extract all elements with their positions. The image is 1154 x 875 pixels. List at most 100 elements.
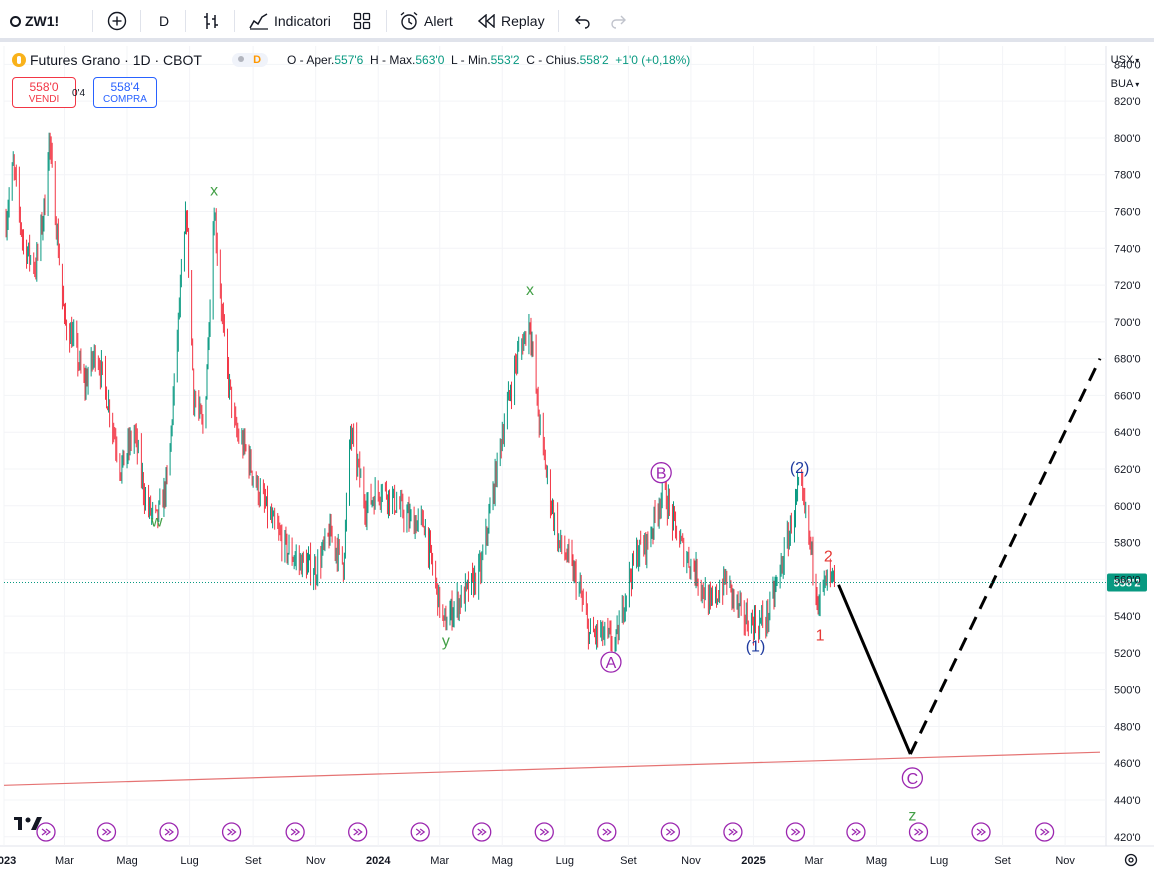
price-tick-label: 740'0 <box>1114 243 1141 255</box>
toolbar-divider <box>92 10 93 32</box>
price-label-bg <box>1107 573 1147 592</box>
time-tick-label: Mar <box>55 855 74 867</box>
legend-title[interactable]: Futures Grano · 1D · CBOT <box>12 52 202 68</box>
symbol-logo-icon <box>12 53 26 67</box>
event-chevron <box>539 828 550 836</box>
event-marker-icon <box>159 822 179 842</box>
currency-button[interactable]: USX ▾ <box>1108 50 1142 70</box>
price-tick-label: 760'0 <box>1114 207 1141 219</box>
price-tick-label: 800'0 <box>1114 133 1141 145</box>
close-label: C - Chius. <box>526 53 580 67</box>
data-status-badge[interactable]: D <box>232 53 268 67</box>
top-toolbar: ZW1! D Indicatori Alert Replay <box>0 0 1154 42</box>
event-chevron <box>728 828 738 836</box>
event-marker-icon <box>36 822 56 842</box>
price-tick-label: 480'0 <box>1114 721 1141 733</box>
open-value: 557'6 <box>334 53 364 67</box>
spread-value: 0'4 <box>72 88 86 99</box>
wave-label: (2) <box>790 460 810 477</box>
wave-labels: w x y x A B (1) (2) 1 2 Cz <box>150 182 924 825</box>
alarm-clock-icon <box>400 11 418 30</box>
time-tick-label: Mag <box>866 855 887 867</box>
time-axis[interactable]: 2023 Mar Mag Lug Set Nov 2024 Mar Mag Lug Set Nov 20… <box>0 855 1075 867</box>
event-marker-icon <box>597 822 617 842</box>
redo-button[interactable] <box>610 8 628 34</box>
wave-label: x <box>526 282 534 299</box>
chevron-down-icon: ▾ <box>1135 80 1140 89</box>
price-tick-label: 540'0 <box>1114 611 1141 623</box>
search-icon <box>10 16 21 27</box>
price-tick-label: 460'0 <box>1114 758 1141 770</box>
compare-symbol-button[interactable] <box>107 8 127 34</box>
price-axis[interactable]: 840'0 820'0 800'0 780'0 760'0 740'0 720'0 700'0… <box>1114 59 1141 843</box>
settings-gear-icon[interactable] <box>1124 853 1138 867</box>
event-chevron <box>791 828 801 836</box>
support-trendline[interactable] <box>3 751 1101 786</box>
price-tick-label: 840'0 <box>1114 59 1141 71</box>
price-tick-label: 440'0 <box>1114 795 1141 807</box>
grid <box>3 46 1106 846</box>
event-marker-icon <box>285 822 305 842</box>
price-chart[interactable]: w x y x A B (1) (2) 1 2 Cz 558'2 840'0 820'0 800'0 78… <box>0 42 1154 875</box>
wave-label: 1 <box>816 628 825 645</box>
projection-dashed-line[interactable] <box>908 357 1102 755</box>
time-tick-label: Mar <box>430 855 449 867</box>
unit-button[interactable]: BUA ▾ <box>1108 74 1142 94</box>
price-tick-label: 560'0 <box>1114 574 1141 586</box>
price-tick-label: 680'0 <box>1114 354 1141 366</box>
indicators-icon <box>249 13 268 30</box>
price-tick-label: 500'0 <box>1114 685 1141 697</box>
event-marker-icon <box>96 822 117 842</box>
time-tick-label: Set <box>994 855 1011 867</box>
delay-badge-label: D <box>253 54 262 66</box>
chart-type-button[interactable] <box>202 8 220 34</box>
alert-button[interactable]: Alert <box>399 8 453 34</box>
time-tick-label: Nov <box>306 855 326 867</box>
buy-button[interactable]: 558'4 COMPRA <box>93 77 157 108</box>
projection-lines[interactable] <box>837 357 1102 755</box>
wave-label: 2 <box>824 548 833 565</box>
time-tick-label: Mar <box>804 855 823 867</box>
toolbar-divider <box>185 10 186 32</box>
price-tick-label: 820'0 <box>1114 96 1141 108</box>
price-tick-label: 780'0 <box>1114 170 1141 182</box>
price-tick-label: 420'0 <box>1114 832 1141 844</box>
bar-chart-type-icon <box>204 13 218 29</box>
undo-icon <box>575 15 590 29</box>
event-marker-icon <box>846 822 866 842</box>
undo-button[interactable] <box>573 8 591 34</box>
interval-button[interactable]: D <box>159 13 170 29</box>
layouts-button[interactable] <box>353 8 371 34</box>
symbol-search-button[interactable]: ZW1! <box>10 8 59 34</box>
current-price-line: 558'2 <box>4 573 1147 592</box>
wave-label: x <box>210 182 218 199</box>
projection-solid-line[interactable] <box>837 584 912 755</box>
wave-label: A <box>606 655 617 672</box>
replay-label: Replay <box>501 13 545 29</box>
event-marker-icon <box>971 822 991 842</box>
wave-label: C <box>907 771 919 788</box>
candles <box>5 132 835 659</box>
time-tick-label: Lug <box>180 855 198 867</box>
wave-label-circle <box>901 767 924 789</box>
sell-button[interactable]: 558'0 VENDI <box>12 77 76 108</box>
event-marker-icon <box>660 822 681 842</box>
event-chevron <box>602 828 612 836</box>
trendline[interactable] <box>3 751 1101 786</box>
buy-price: 558'4 <box>110 80 140 94</box>
price-tick-label: 640'0 <box>1114 427 1141 439</box>
event-chevron <box>976 828 987 836</box>
event-chevron <box>164 828 175 836</box>
indicators-button[interactable]: Indicatori <box>249 8 331 34</box>
time-tick-label: 2024 <box>366 855 391 867</box>
replay-button[interactable]: Replay <box>477 8 545 34</box>
event-marker-icon <box>1034 822 1055 842</box>
event-chevron <box>477 828 487 836</box>
price-tick-label: 580'0 <box>1114 538 1141 550</box>
currency-label: USX <box>1110 54 1134 66</box>
change-value: +1'0 (+0,18%) <box>615 53 691 67</box>
event-chevron <box>666 828 676 836</box>
event-marker-icon <box>908 822 929 842</box>
legend-title-text: Futures Grano · 1D · CBOT <box>30 52 202 68</box>
wave-label: B <box>656 466 667 483</box>
